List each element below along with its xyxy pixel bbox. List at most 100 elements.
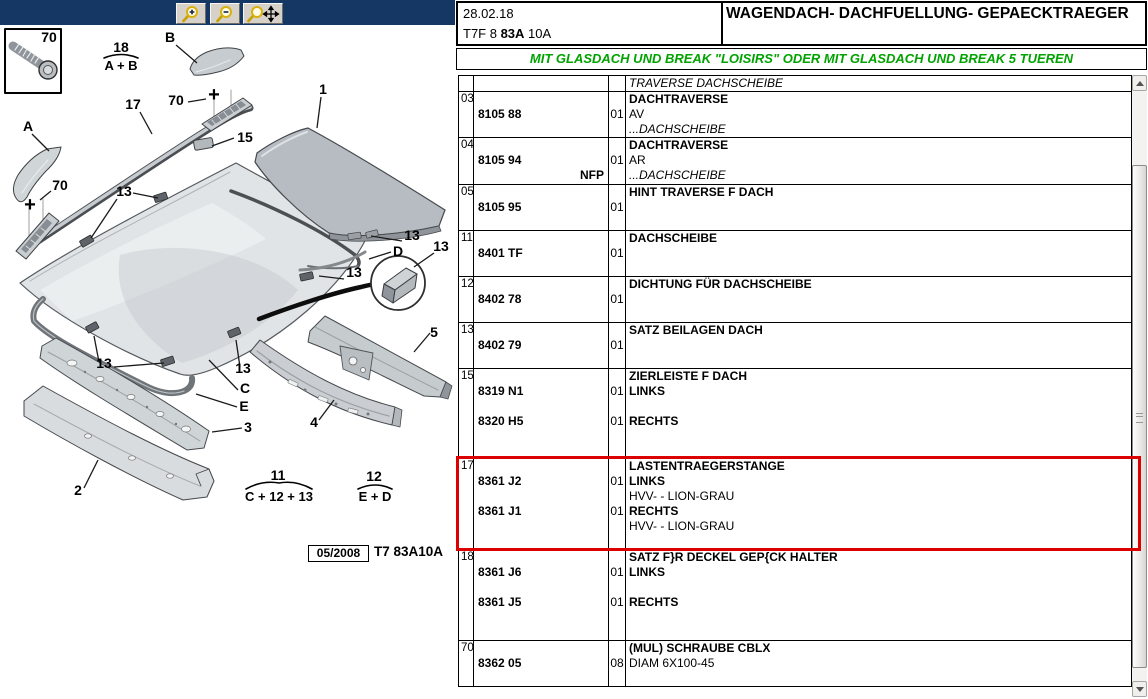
description-cell: DACHTRAVERSE AV ...DACHSCHEIBE	[626, 92, 1131, 137]
diagram-label-17: 17	[125, 96, 141, 112]
table-text-line: 8361 J5	[478, 595, 522, 609]
table-scrollbar[interactable]	[1132, 75, 1147, 697]
table-text-line	[609, 138, 625, 153]
table-text-line	[626, 580, 1131, 595]
table-text-line: 11	[461, 232, 473, 244]
part-number-cell: 8361 J6 8361 J5	[474, 550, 609, 640]
table-text-line: 01	[610, 107, 624, 121]
table-text-line: ZIERLEISTE F DACH	[629, 369, 748, 383]
table-text-line: 8105 94	[478, 153, 522, 167]
table-text-line: LASTENTRAEGERSTANGE	[629, 459, 785, 473]
table-text-line: DICHTUNG FÜR DACHSCHEIBE	[629, 277, 812, 291]
table-text-line: LINKS	[629, 565, 665, 579]
table-text-line: 04	[461, 139, 474, 151]
diagram-label-C-12-13: C + 12 + 13	[245, 489, 313, 504]
part-row-03[interactable]: 03 8105 88 01 DACHTRAVERSE AV ...DACHSCHEIBE	[459, 92, 1131, 138]
table-text-line: DIAM 6X100-45	[629, 656, 715, 670]
diagram-label-5: 5	[430, 324, 438, 340]
table-text-line	[609, 580, 625, 595]
variant-banner: MIT GLASDACH UND BREAK "LOISIRS" ODER MI…	[456, 48, 1147, 70]
diagram-label-70: 70	[41, 29, 57, 45]
diagram-label-13: 13	[346, 264, 362, 280]
table-text-line	[609, 76, 625, 91]
section-header-row[interactable]: TRAVERSE DACHSCHEIBE	[459, 76, 1131, 92]
diagram-label-13: 13	[433, 238, 449, 254]
diagram-label-70: 70	[52, 177, 68, 193]
part-row-11[interactable]: 11 8401 TF 01 DACHSCHEIBE	[459, 231, 1131, 277]
diagram-label--: +	[24, 194, 36, 216]
qty-cell: 01	[609, 231, 626, 276]
table-text-line	[474, 580, 608, 595]
qty-cell: 01	[609, 138, 626, 184]
scrollbar-thumb[interactable]	[1132, 165, 1147, 668]
table-text-line: 8320 H5	[478, 414, 524, 428]
table-text-line: 01	[610, 474, 624, 488]
table-text-line	[609, 489, 625, 504]
zoom-in-icon	[182, 5, 198, 22]
part-row-12[interactable]: 12 8402 78 01 DICHTUNG FÜR DACHSCHEIBE	[459, 277, 1131, 323]
diagram-label-4: 4	[310, 414, 318, 430]
table-text-line: RECHTS	[629, 504, 679, 518]
zoom-pan-button[interactable]	[243, 3, 283, 24]
cap-a-shape	[12, 146, 62, 203]
diagram-label-A-B: A + B	[104, 58, 137, 73]
part-row-18[interactable]: 18 8361 J6 8361 J5 01 01 SATZ F}R DECKEL GEP{…	[459, 550, 1131, 641]
diagram-toolbar	[0, 0, 455, 25]
table-text-line: 05	[461, 186, 474, 198]
page-title: WAGENDACH- DACHFUELLUNG- GEPAECKTRAEGER	[721, 3, 1145, 44]
down-arrow-icon	[1135, 686, 1144, 692]
table-text-line: LINKS	[629, 384, 665, 398]
scrollbar-down-button[interactable]	[1132, 681, 1147, 697]
table-text-line: 13	[461, 324, 474, 336]
part-number-cell: 8361 J2 8361 J1	[474, 459, 609, 549]
page-header: 28.02.18 T7F 8 83A 10A WAGENDACH- DACHFUE…	[456, 1, 1147, 46]
description-cell: DACHTRAVERSE AR ...DACHSCHEIBE	[626, 138, 1131, 184]
table-text-line: 01	[610, 153, 624, 167]
part-number-cell: 8105 88	[474, 92, 609, 137]
table-text-line: 03	[461, 93, 474, 105]
qty-cell: 01	[609, 92, 626, 137]
footer-catalog-code: T7 83A10A	[374, 544, 444, 559]
diagram-label-B: B	[165, 29, 175, 45]
part-row-17[interactable]: 17 8361 J2 8361 J1 01 01 LASTENTRAEGERSTANGE L…	[456, 456, 1141, 551]
ref-cell: 13	[459, 323, 474, 368]
table-text-line	[474, 277, 608, 292]
table-text-line: 01	[610, 414, 624, 428]
qty-cell: 01 01	[609, 550, 626, 640]
description-cell: SATZ F}R DECKEL GEP{CK HALTER LINKS RECHTS	[626, 550, 1131, 640]
diagram-label-13: 13	[96, 355, 112, 371]
part-row-04[interactable]: 04 8105 94 NFP 01 DACHTRAVERSE AR ...DACHSCHEI…	[459, 138, 1131, 185]
table-text-line: 01	[610, 246, 624, 260]
description-cell: TRAVERSE DACHSCHEIBE	[626, 76, 1131, 91]
crossmember-3-shape	[39, 337, 210, 451]
part-row-70[interactable]: 70 8362 05 08 (MUL) SCHRAUBE CBLX DIAM 6X100…	[459, 641, 1131, 686]
description-cell: DACHSCHEIBE	[626, 231, 1131, 276]
table-text-line: SATZ F}R DECKEL GEP{CK HALTER	[629, 550, 838, 564]
part-row-13[interactable]: 13 8402 79 01 SATZ BEILAGEN DACH	[459, 323, 1131, 369]
table-text-line	[609, 459, 625, 474]
table-text-line	[609, 519, 625, 534]
zoom-out-button[interactable]	[210, 3, 240, 24]
scrollbar-grip-icon	[1136, 412, 1143, 423]
diagram-label-13: 13	[116, 183, 132, 199]
table-text-line: 8402 79	[478, 338, 522, 352]
description-cell: ZIERLEISTE F DACH LINKS RECHTS	[626, 369, 1131, 458]
zoom-in-button[interactable]	[176, 3, 206, 24]
cap-b-shape	[189, 47, 245, 76]
table-text-line	[474, 138, 608, 153]
scrollbar-up-button[interactable]	[1132, 75, 1147, 91]
part-number-cell: 8362 05	[474, 641, 609, 686]
table-text-line: DACHSCHEIBE	[629, 231, 718, 245]
part-row-05[interactable]: 05 8105 95 01 HINT TRAVERSE F DACH	[459, 185, 1131, 231]
part-row-15[interactable]: 15 8319 N1 8320 H5 01 01 ZIERLEISTE F DACH LIN…	[459, 369, 1131, 459]
part-number-cell: 8402 78	[474, 277, 609, 322]
table-text-line	[474, 550, 608, 565]
table-text-line	[474, 519, 608, 534]
table-text-line: 12	[461, 278, 474, 290]
part-number-cell	[474, 76, 609, 91]
diagram-label-E: E	[239, 398, 248, 414]
diagram-label--: +	[208, 84, 220, 106]
table-text-line: NFP	[580, 168, 604, 182]
ref-cell: 12	[459, 277, 474, 322]
